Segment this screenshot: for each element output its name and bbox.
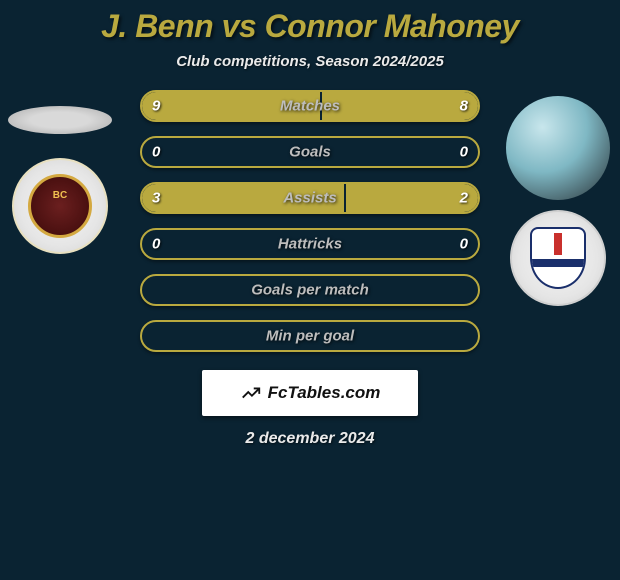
player-a-badge-text: BC xyxy=(14,190,106,201)
chart-icon xyxy=(240,382,262,404)
bar-track: Goals per match xyxy=(140,274,480,306)
player-b-column xyxy=(506,90,610,306)
bar-center-gap xyxy=(344,182,346,214)
bar-track: Hattricks xyxy=(140,228,480,260)
bar-value-a: 0 xyxy=(152,144,160,161)
bar-value-b: 8 xyxy=(460,98,468,115)
page-title: J. Benn vs Connor Mahoney xyxy=(101,8,519,45)
bar-track: Assists xyxy=(140,182,480,214)
chart-area: BC Matches98Goals00Assists32Hattricks00G… xyxy=(0,90,620,352)
bar-value-a: 3 xyxy=(152,190,160,207)
bar-value-a: 0 xyxy=(152,236,160,253)
bar-row: Min per goal xyxy=(140,320,480,352)
player-a-avatar xyxy=(8,106,112,134)
bar-label: Goals xyxy=(289,144,331,161)
shield-icon xyxy=(530,227,586,289)
watermark: FcTables.com xyxy=(202,370,418,416)
bar-label: Assists xyxy=(283,190,336,207)
watermark-text: FcTables.com xyxy=(268,383,381,403)
bar-label: Matches xyxy=(280,98,340,115)
bar-row: Goals 0 0 xyxy=(140,136,480,168)
page-root: J. Benn vs Connor Mahoney Club competiti… xyxy=(0,0,620,580)
page-subtitle: Club competitions, Season 2024/2025 xyxy=(176,53,444,70)
bar-label: Hattricks xyxy=(278,236,342,253)
bar-row: Assists 3 2 xyxy=(140,182,480,214)
bar-fill-b xyxy=(320,92,478,120)
bar-value-b: 0 xyxy=(460,144,468,161)
player-a-column: BC xyxy=(8,90,112,254)
player-a-club-badge: BC xyxy=(12,158,108,254)
bar-value-a: 9 xyxy=(152,98,160,115)
bar-track: Min per goal xyxy=(140,320,480,352)
bar-row: Goals per match xyxy=(140,274,480,306)
bar-row: Hattricks 0 0 xyxy=(140,228,480,260)
footer-date: 2 december 2024 xyxy=(246,430,375,448)
comparison-bars: Matches98Goals00Assists32Hattricks00Goal… xyxy=(140,90,480,352)
bar-track: Goals xyxy=(140,136,480,168)
player-b-avatar xyxy=(506,96,610,200)
bar-value-b: 2 xyxy=(460,190,468,207)
bar-track: Matches xyxy=(140,90,480,122)
bar-label: Min per goal xyxy=(266,328,354,345)
bar-value-b: 0 xyxy=(460,236,468,253)
player-b-club-badge xyxy=(510,210,606,306)
bar-row: Matches 9 8 xyxy=(140,90,480,122)
bar-label: Goals per match xyxy=(251,282,369,299)
bar-fill-b xyxy=(344,184,478,212)
